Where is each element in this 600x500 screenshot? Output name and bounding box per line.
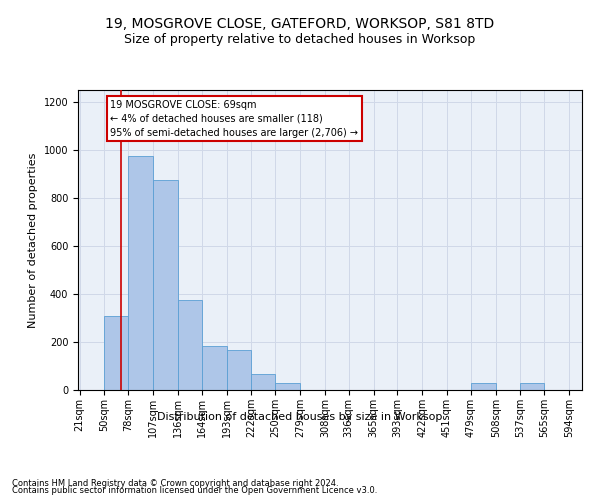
Bar bbox=[227, 350, 251, 390]
Text: Contains public sector information licensed under the Open Government Licence v3: Contains public sector information licen… bbox=[12, 486, 377, 495]
Text: Distribution of detached houses by size in Worksop: Distribution of detached houses by size … bbox=[157, 412, 443, 422]
Text: Size of property relative to detached houses in Worksop: Size of property relative to detached ho… bbox=[124, 32, 476, 46]
Bar bbox=[471, 383, 496, 390]
Bar bbox=[104, 316, 128, 390]
Bar bbox=[202, 346, 227, 390]
Bar bbox=[178, 300, 202, 390]
Bar bbox=[251, 374, 275, 390]
Bar bbox=[153, 180, 178, 390]
Y-axis label: Number of detached properties: Number of detached properties bbox=[28, 152, 38, 328]
Text: 19 MOSGROVE CLOSE: 69sqm
← 4% of detached houses are smaller (118)
95% of semi-d: 19 MOSGROVE CLOSE: 69sqm ← 4% of detache… bbox=[110, 100, 358, 138]
Text: Contains HM Land Registry data © Crown copyright and database right 2024.: Contains HM Land Registry data © Crown c… bbox=[12, 478, 338, 488]
Bar bbox=[275, 383, 300, 390]
Bar bbox=[128, 156, 153, 390]
Text: 19, MOSGROVE CLOSE, GATEFORD, WORKSOP, S81 8TD: 19, MOSGROVE CLOSE, GATEFORD, WORKSOP, S… bbox=[106, 18, 494, 32]
Bar bbox=[520, 383, 544, 390]
